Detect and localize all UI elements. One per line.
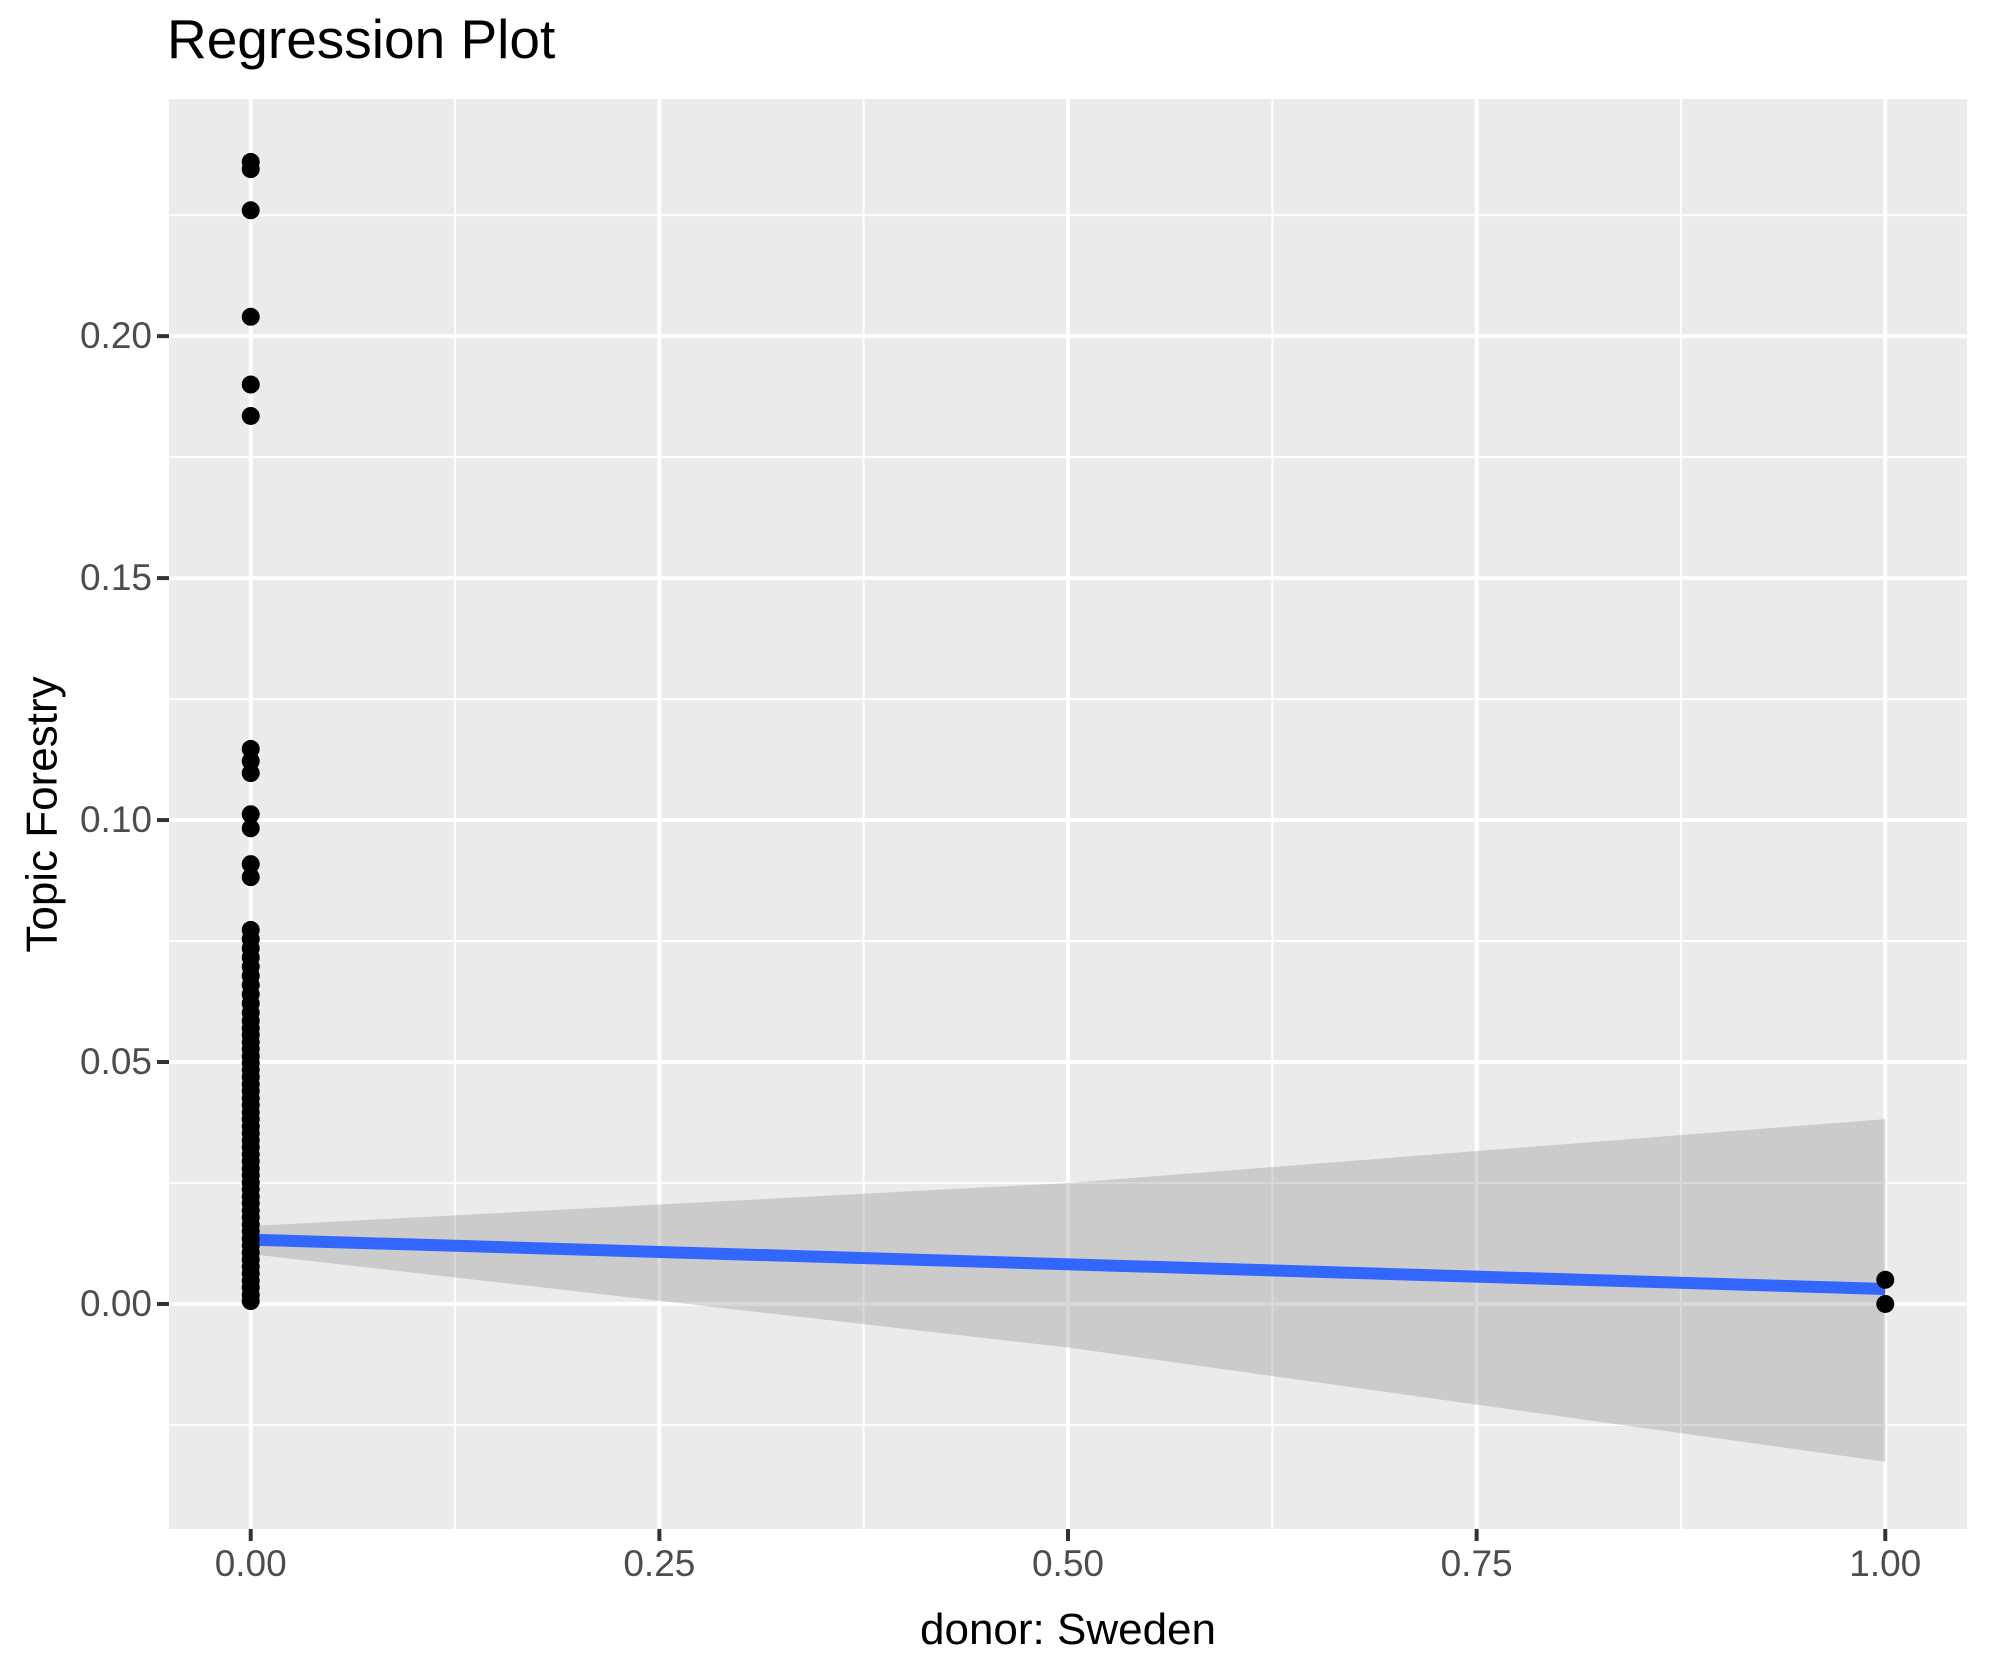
- x-tick-label: 0.75: [1440, 1543, 1513, 1584]
- x-tick-label: 1.00: [1849, 1543, 1922, 1584]
- data-point: [241, 160, 260, 179]
- x-axis-title: donor: Sweden: [920, 1605, 1216, 1654]
- plot-title: Regression Plot: [167, 8, 556, 70]
- confidence-ribbon: [250, 1119, 1886, 1462]
- data-point: [241, 805, 260, 824]
- y-tick-label: 0.05: [79, 1041, 152, 1082]
- data-point: [241, 855, 260, 874]
- x-tick-label: 0.25: [623, 1543, 696, 1584]
- x-tick-label: 0.50: [1031, 1543, 1104, 1584]
- x-tick-label: 0.00: [214, 1543, 287, 1584]
- data-point: [241, 868, 260, 887]
- y-tick-label: 0.00: [79, 1282, 152, 1324]
- data-point: [241, 764, 260, 783]
- y-tick-label: 0.20: [79, 315, 152, 357]
- data-point: [241, 201, 260, 220]
- data-point: [241, 375, 260, 394]
- data-point: [241, 819, 260, 838]
- regression-line: [250, 1233, 1886, 1295]
- y-tick-label: 0.10: [79, 799, 152, 841]
- y-tick-label: 0.15: [79, 557, 152, 599]
- data-point: [1876, 1294, 1895, 1313]
- data-point: [1876, 1270, 1895, 1289]
- data-point: [241, 406, 260, 425]
- data-point: [241, 1292, 260, 1311]
- data-point: [241, 307, 260, 326]
